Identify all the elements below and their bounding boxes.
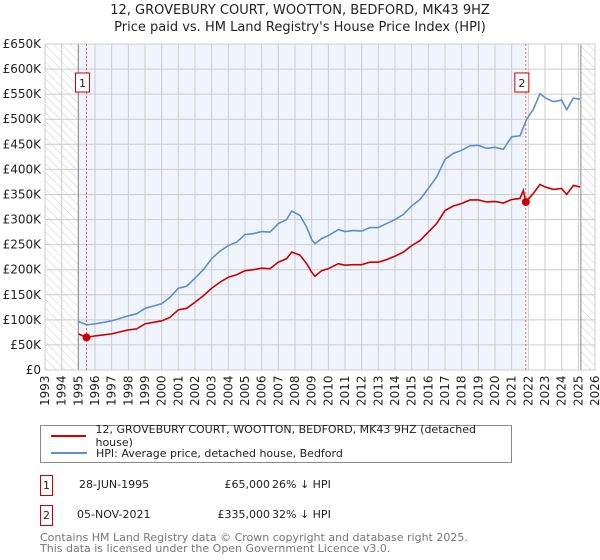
sale-label: 2	[518, 77, 525, 90]
x-tick-label: 1993	[38, 375, 52, 406]
x-tick-label: 2016	[421, 375, 435, 406]
y-tick-label: £600K	[3, 62, 43, 76]
x-tick-label: 2005	[238, 375, 252, 406]
y-tick-label: £250K	[3, 238, 43, 252]
x-tick-label: 2021	[505, 375, 519, 406]
transaction-delta: 32% ↓ HPI	[272, 508, 331, 521]
transaction-price: £65,000	[224, 478, 271, 491]
hpi-line	[78, 92, 581, 326]
price-chart: £0 £50K £100K £150K £200K £250K £300K £350K £400…	[3, 37, 600, 406]
x-tick-label: 2013	[371, 375, 385, 406]
x-tick-label: 1997	[105, 375, 119, 406]
x-tick-label: 2018	[455, 375, 469, 406]
x-tick-label: 2008	[288, 375, 302, 406]
sale-label-box	[75, 72, 90, 93]
sale-label-box	[514, 72, 530, 93]
legend: 12, GROVEBURY COURT, WOOTTON, BEDFORD, M…	[40, 423, 512, 463]
x-tick-label: 2022	[521, 375, 535, 406]
chart-subtitle: Price paid vs. HM Land Registry's House …	[114, 20, 486, 35]
x-tick-label: 2011	[338, 375, 352, 406]
y-tick-label: £150K	[3, 288, 43, 302]
y-tick-label: £500K	[3, 112, 43, 126]
footer-copyright: Contains HM Land Registry data © Crown c…	[40, 531, 468, 544]
x-tick-label: 1994	[55, 375, 69, 406]
y-tick-label: £50K	[10, 338, 42, 352]
sale-point	[521, 197, 530, 206]
sale-point	[82, 333, 91, 342]
y-tick-label: £350K	[3, 187, 43, 201]
price-paid-line	[78, 183, 581, 339]
legend-item-price: 12, GROVEBURY COURT, WOOTTON, BEDFORD, M…	[51, 423, 511, 449]
x-tick-label: 2004	[221, 375, 235, 406]
chart-title: 12, GROVEBURY COURT, WOOTTON, BEDFORD, M…	[110, 3, 490, 18]
transaction-badge: 2	[40, 505, 53, 526]
x-tick-label: 1998	[121, 375, 135, 406]
y-tick-label: £550K	[3, 87, 43, 101]
x-tick-label: 1995	[71, 375, 85, 406]
x-tick-label: 2000	[155, 375, 169, 406]
x-tick-label: 2024	[555, 375, 569, 406]
x-tick-label: 1996	[88, 375, 102, 406]
x-tick-label: 2007	[271, 375, 285, 406]
transaction-delta: 26% ↓ HPI	[272, 478, 331, 491]
x-tick-label: 2010	[321, 375, 335, 406]
x-tick-label: 2009	[305, 375, 319, 406]
x-tick-label: 2012	[355, 375, 369, 406]
y-tick-label: £400K	[3, 162, 43, 176]
legend-swatch-hpi	[51, 452, 87, 454]
hatched-region-after	[580, 44, 595, 370]
footer-licence: This data is licensed under the Open Gov…	[40, 542, 391, 555]
legend-label-hpi: HPI: Average price, detached house, Bedf…	[96, 446, 343, 460]
x-tick-label: 2017	[438, 375, 452, 406]
y-tick-label: £450K	[3, 137, 43, 151]
legend-swatch-price	[51, 435, 87, 437]
x-tick-label: 2001	[171, 375, 185, 406]
x-tick-label: 2002	[188, 375, 202, 406]
x-tick-label: 2020	[488, 375, 502, 406]
legend-item-hpi: HPI: Average price, detached house, Bedf…	[51, 445, 343, 461]
y-tick-label: £100K	[3, 313, 43, 327]
plot-border	[44, 43, 596, 371]
x-tick-label: 2003	[205, 375, 219, 406]
x-tick-label: 2014	[388, 375, 402, 406]
x-tick-label: 2015	[405, 375, 419, 406]
y-tick-label: £300K	[3, 213, 43, 227]
x-tick-label: 2006	[255, 375, 269, 406]
legend-label-price: 12, GROVEBURY COURT, WOOTTON, BEDFORD, M…	[95, 423, 477, 449]
x-tick-label: 1999	[138, 375, 152, 406]
y-tick-label: £200K	[3, 263, 43, 277]
x-tick-label: 2026	[588, 375, 600, 406]
sale-label: 1	[79, 77, 86, 90]
transaction-price: £335,000	[217, 508, 271, 521]
x-tick-label: 2025	[571, 375, 585, 406]
transaction-date: 28-JUN-1995	[79, 478, 150, 491]
x-tick-label: 2023	[538, 375, 552, 406]
transaction-badge: 1	[40, 475, 53, 496]
x-tick-label: 2019	[471, 375, 485, 406]
transaction-date: 05-NOV-2021	[77, 508, 151, 521]
y-tick-label: £0	[26, 363, 41, 377]
y-tick-label: £650K	[3, 37, 43, 51]
